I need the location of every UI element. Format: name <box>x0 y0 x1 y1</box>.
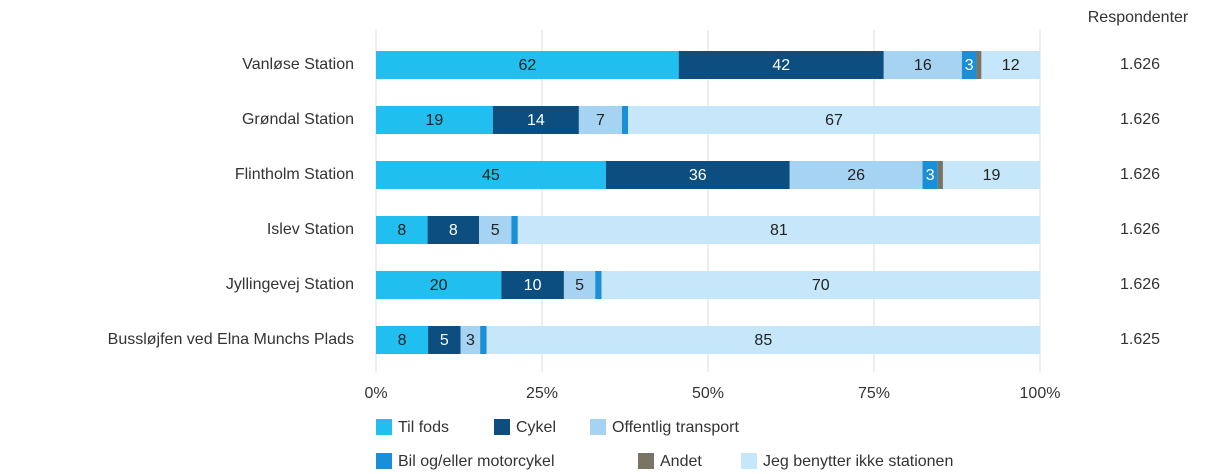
bar-segment <box>563 271 596 299</box>
segment-label: 8 <box>398 332 407 349</box>
bar-segment <box>981 51 1040 79</box>
bar-segment <box>511 216 518 244</box>
bar-segment <box>492 106 579 134</box>
bar-segment <box>460 326 481 354</box>
x-tick-label: 0% <box>364 385 387 402</box>
segment-label: 8 <box>397 222 406 239</box>
bar-segment <box>595 271 602 299</box>
segment-label: 81 <box>770 222 788 239</box>
legend-swatch <box>494 419 510 435</box>
bar-segment <box>922 161 938 189</box>
respondents-value: 1.626 <box>1120 56 1160 73</box>
x-tick-label: 75% <box>858 385 890 402</box>
x-tick-label: 25% <box>526 385 558 402</box>
bar-segment <box>376 106 493 134</box>
segment-label: 85 <box>754 332 772 349</box>
legend-swatch <box>741 453 757 469</box>
segment-label: 70 <box>812 277 830 294</box>
legend-label: Offentlig transport <box>612 419 739 436</box>
bar-segment <box>578 106 622 134</box>
segment-label: 14 <box>527 112 545 129</box>
segment-label: 19 <box>426 112 444 129</box>
bar-segment <box>517 216 1040 244</box>
segment-label: 8 <box>449 222 458 239</box>
legend-label: Til fods <box>398 419 449 436</box>
y-tick-label: Bussløjfen ved Elna Munchs Plads <box>108 331 354 348</box>
bar-segment <box>961 51 977 79</box>
legend-swatch <box>638 453 654 469</box>
bar-segment <box>501 271 564 299</box>
bar-segment <box>628 106 1040 134</box>
x-tick-label: 100% <box>1020 385 1061 402</box>
segment-label: 19 <box>983 167 1001 184</box>
bar-segment <box>976 51 982 79</box>
bar-segment <box>428 326 461 354</box>
y-tick-label: Grøndal Station <box>242 111 354 128</box>
respondents-title: Respondenter <box>1088 9 1189 26</box>
bar-segment <box>486 326 1041 354</box>
bar-segment <box>376 161 606 189</box>
segment-label: 5 <box>575 277 584 294</box>
segment-label: 26 <box>847 167 865 184</box>
segment-label: 20 <box>430 277 448 294</box>
segment-label: 5 <box>440 332 449 349</box>
bar-segment <box>942 161 1040 189</box>
respondents-value: 1.626 <box>1120 221 1160 238</box>
segment-label: 3 <box>926 167 935 184</box>
y-tick-label: Jyllingevej Station <box>226 276 354 293</box>
bar-segment <box>427 216 480 244</box>
legend-swatch <box>590 419 606 435</box>
segment-label: 12 <box>1002 57 1020 74</box>
segment-label: 3 <box>965 57 974 74</box>
bar-segment <box>376 216 428 244</box>
segment-label: 5 <box>491 222 500 239</box>
bar-segment <box>789 161 923 189</box>
segment-label: 16 <box>914 57 932 74</box>
y-tick-label: Flintholm Station <box>235 166 354 183</box>
legend-label: Cykel <box>516 419 556 436</box>
respondents-value: 1.626 <box>1120 166 1160 183</box>
legend-label: Andet <box>660 453 702 470</box>
bar-segment <box>479 216 512 244</box>
y-tick-label: Islev Station <box>267 221 354 238</box>
legend-label: Jeg benytter ikke stationen <box>763 453 953 470</box>
bar-segment <box>601 271 1040 299</box>
bar-segment <box>621 106 629 134</box>
legend-swatch <box>376 453 392 469</box>
x-tick-label: 50% <box>692 385 724 402</box>
respondents-value: 1.626 <box>1120 276 1160 293</box>
segment-label: 36 <box>689 167 707 184</box>
bar-segment <box>480 326 487 354</box>
segment-label: 7 <box>596 112 605 129</box>
y-tick-label: Vanløse Station <box>242 56 354 73</box>
bar-segment <box>376 51 679 79</box>
segment-label: 67 <box>825 112 843 129</box>
bar-segment <box>937 161 943 189</box>
bar-segment <box>376 326 429 354</box>
segment-label: 10 <box>524 277 542 294</box>
legend-swatch <box>376 419 392 435</box>
bar-segment <box>605 161 790 189</box>
segment-label: 42 <box>772 57 790 74</box>
legend-label: Bil og/eller motorcykel <box>398 453 555 470</box>
bar-segment <box>376 271 502 299</box>
segment-label: 62 <box>518 57 536 74</box>
segment-label: 3 <box>466 332 475 349</box>
respondents-value: 1.625 <box>1120 331 1160 348</box>
bar-segment <box>883 51 962 79</box>
segment-label: 45 <box>482 167 500 184</box>
respondents-value: 1.626 <box>1120 111 1160 128</box>
bar-segment <box>678 51 884 79</box>
